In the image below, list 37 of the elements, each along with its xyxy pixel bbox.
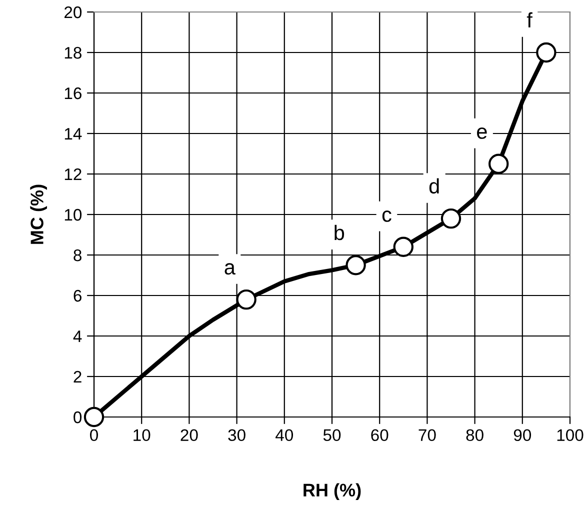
x-tick-label: 30 xyxy=(228,429,246,442)
x-tick-label: 60 xyxy=(371,429,388,442)
y-tick-label: 4 xyxy=(73,330,82,342)
y-tick-label: 6 xyxy=(74,290,82,302)
x-tick-label: 20 xyxy=(180,429,198,442)
y-tick-label: 12 xyxy=(64,168,82,180)
point xyxy=(236,289,256,310)
point xyxy=(393,236,414,257)
annotation: f xyxy=(526,12,532,28)
y-axis-title: MC (%) xyxy=(30,184,47,244)
y-tick-label: 8 xyxy=(74,249,82,262)
x-tick-label: 80 xyxy=(466,429,484,442)
point xyxy=(488,154,509,174)
y-tick-label: 0 xyxy=(74,411,82,424)
annotation: e xyxy=(477,127,487,139)
x-tick-label: 70 xyxy=(418,429,436,442)
y-tick-label: 16 xyxy=(64,87,82,100)
y-tick-label: 2 xyxy=(74,370,82,383)
annotation: b xyxy=(334,224,344,240)
x-tick-label: 0 xyxy=(90,429,98,442)
point xyxy=(84,406,104,428)
x-tick-label: 100 xyxy=(557,429,584,442)
annotation: d xyxy=(429,178,439,194)
x-tick-label: 90 xyxy=(514,429,532,442)
point xyxy=(536,42,556,63)
x-tick-label: 50 xyxy=(323,429,341,442)
y-tick-label: 20 xyxy=(64,6,82,18)
point xyxy=(440,208,462,229)
annotation: c xyxy=(382,210,392,222)
x-tick-label: 40 xyxy=(276,429,294,442)
x-axis-title: RH (%) xyxy=(304,483,361,500)
x-tick-label: 10 xyxy=(134,429,150,442)
y-tick-label: 10 xyxy=(64,208,82,221)
point xyxy=(346,255,366,276)
y-tick-label: 18 xyxy=(64,46,82,59)
y-tick-label: 14 xyxy=(64,128,82,140)
annotation: a xyxy=(224,263,236,275)
